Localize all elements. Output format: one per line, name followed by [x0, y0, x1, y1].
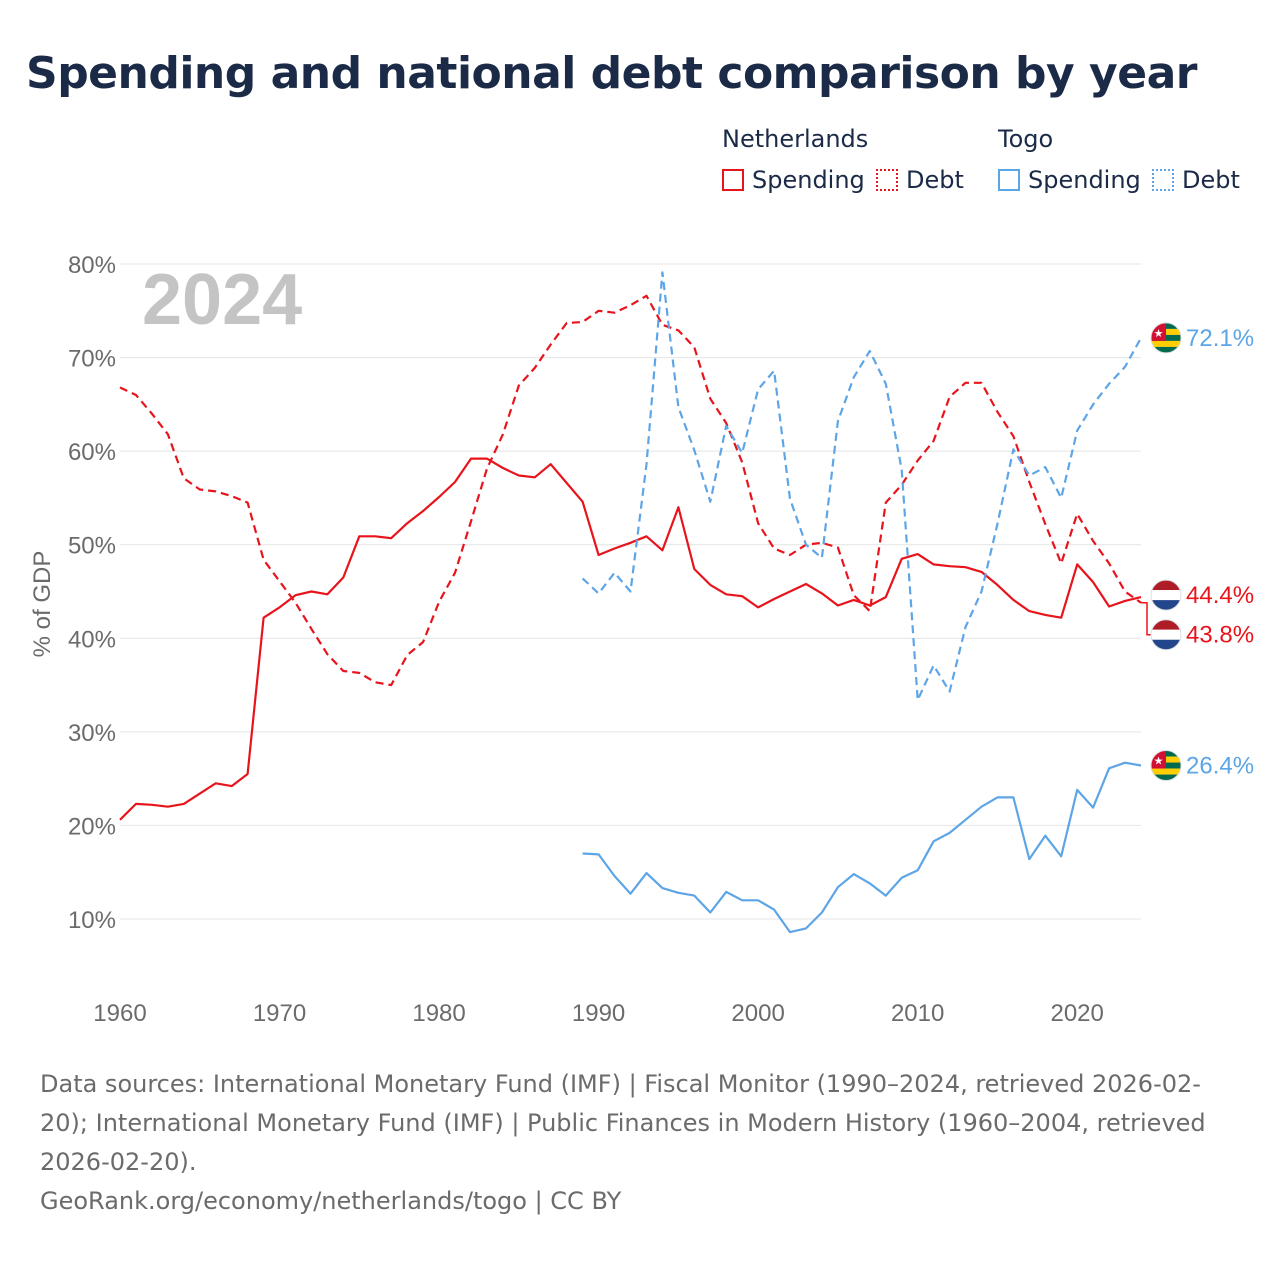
y-tick-label: 60% [68, 439, 116, 466]
line-chart: 10% 20% 30% 40% 50% 60% 70% 80% 1960 1970 1980 1990… [29, 252, 1254, 1027]
y-tick-label: 20% [68, 813, 116, 840]
legend-label: Spending [1028, 166, 1141, 194]
legend-swatch-solid-red [722, 169, 744, 191]
legend-group-togo: Togo [998, 125, 1054, 153]
legend-netherlands-spending[interactable]: Spending [722, 166, 865, 194]
x-tick-label: 2000 [731, 1000, 784, 1027]
end-value-label: 43.8% [1186, 622, 1254, 649]
x-tick-label: 2010 [891, 1000, 944, 1027]
data-sources: Data sources: International Monetary Fun… [40, 1070, 1206, 1176]
netherlands-flag-icon [1150, 619, 1182, 651]
legend-swatch-solid-blue [998, 169, 1020, 191]
legend-swatch-dotted-blue [1152, 169, 1174, 191]
year-watermark: 2024 [142, 260, 302, 340]
legend-togo-spending[interactable]: Spending [998, 166, 1141, 194]
series-line-netherlands-debt [119, 294, 1142, 687]
y-tick-label: 70% [68, 346, 116, 373]
series-line-togo-debt [581, 271, 1142, 702]
legend-netherlands-debt[interactable]: Debt [876, 166, 964, 194]
y-tick-label: 50% [68, 533, 116, 560]
togo-flag-icon: ★ [1150, 750, 1182, 782]
y-tick-label: 80% [68, 252, 116, 279]
end-value-label: 44.4% [1186, 582, 1254, 609]
end-value-label: 72.1% [1186, 325, 1254, 352]
legend-label: Debt [1182, 166, 1240, 194]
y-axis-label: % of GDP [29, 551, 56, 658]
legend-group-netherlands: Netherlands [722, 125, 869, 153]
x-tick-label: 2020 [1050, 1000, 1103, 1027]
credit-link[interactable]: GeoRank.org/economy/netherlands/togo | C… [40, 1187, 622, 1215]
legend-togo-debt[interactable]: Debt [1152, 166, 1240, 194]
x-tick-label: 1960 [93, 1000, 146, 1027]
y-tick-label: 30% [68, 720, 116, 747]
legend-swatch-dotted-red [876, 169, 898, 191]
legend-label: Debt [906, 166, 964, 194]
y-tick-label: 40% [68, 626, 116, 653]
end-value-label: 26.4% [1186, 753, 1254, 780]
y-tick-label: 10% [68, 907, 116, 934]
svg-text:★: ★ [1154, 327, 1164, 340]
legend-label: Spending [752, 166, 865, 194]
svg-text:★: ★ [1154, 755, 1164, 768]
x-tick-label: 1990 [572, 1000, 625, 1027]
series-line-netherlands-spending [119, 457, 1142, 821]
page-title: Spending and national debt comparison by… [26, 48, 1197, 99]
x-tick-label: 1980 [412, 1000, 465, 1027]
netherlands-flag-icon [1150, 579, 1182, 611]
series-line-togo-spending [582, 761, 1142, 934]
togo-flag-icon: ★ [1150, 322, 1182, 354]
label-connector [1141, 601, 1151, 636]
x-tick-label: 1970 [253, 1000, 306, 1027]
